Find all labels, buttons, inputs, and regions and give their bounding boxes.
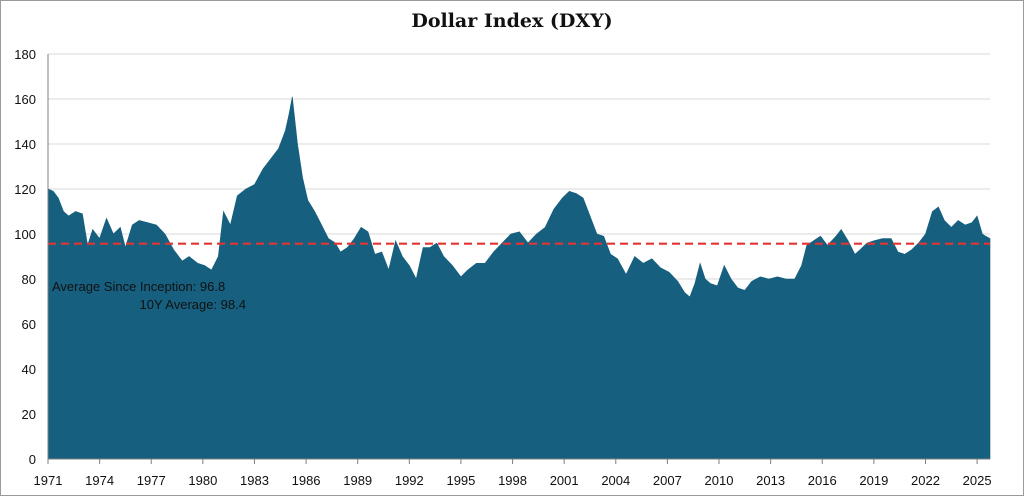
x-tick-1974: 1974 bbox=[85, 473, 114, 488]
y-tick-120: 120 bbox=[14, 182, 36, 197]
x-tick-2004: 2004 bbox=[601, 473, 630, 488]
x-tick-1971: 1971 bbox=[34, 473, 63, 488]
y-tick-100: 100 bbox=[14, 227, 36, 242]
x-tick-1989: 1989 bbox=[343, 473, 372, 488]
y-tick-180: 180 bbox=[14, 47, 36, 62]
x-tick-1998: 1998 bbox=[498, 473, 527, 488]
chart-title: Dollar Index (DXY) bbox=[411, 10, 613, 32]
y-tick-80: 80 bbox=[22, 272, 36, 287]
y-tick-160: 160 bbox=[14, 92, 36, 107]
x-tick-labels: 1971 1974 1977 1980 1983 1986 1989 1992 1995 1998… bbox=[34, 459, 992, 488]
x-tick-1983: 1983 bbox=[240, 473, 269, 488]
y-tick-140: 140 bbox=[14, 137, 36, 152]
x-tick-1986: 1986 bbox=[292, 473, 321, 488]
series-area-group bbox=[47, 96, 991, 460]
axes bbox=[47, 54, 990, 460]
y-tick-labels: 0 20 40 60 80 100 120 140 160 180 bbox=[14, 47, 36, 467]
x-tick-1995: 1995 bbox=[446, 473, 475, 488]
x-tick-1992: 1992 bbox=[395, 473, 424, 488]
x-tick-2007: 2007 bbox=[653, 473, 682, 488]
y-tick-0: 0 bbox=[29, 452, 36, 467]
x-tick-2001: 2001 bbox=[550, 473, 579, 488]
x-tick-1980: 1980 bbox=[188, 473, 217, 488]
y-tick-20: 20 bbox=[22, 407, 36, 422]
x-tick-2022: 2022 bbox=[911, 473, 940, 488]
x-tick-2019: 2019 bbox=[859, 473, 888, 488]
x-tick-2025: 2025 bbox=[963, 473, 992, 488]
x-tick-2013: 2013 bbox=[756, 473, 785, 488]
annotation-avg-since-inception: Average Since Inception: 96.8 bbox=[52, 279, 225, 294]
x-tick-2010: 2010 bbox=[705, 473, 734, 488]
y-tick-60: 60 bbox=[22, 317, 36, 332]
y-tick-40: 40 bbox=[22, 362, 36, 377]
x-tick-1977: 1977 bbox=[137, 473, 166, 488]
x-tick-2016: 2016 bbox=[808, 473, 837, 488]
series-area bbox=[47, 96, 991, 460]
annotation-10y-average: 10Y Average: 98.4 bbox=[139, 297, 246, 312]
